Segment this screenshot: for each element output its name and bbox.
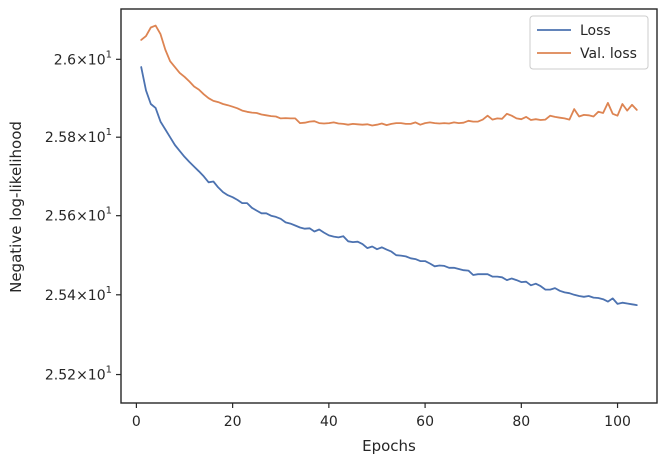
x-tick-label: 0 <box>132 414 141 430</box>
y-tick-label-exp: 1 <box>106 206 112 217</box>
y-tick-label-times: × <box>76 209 88 225</box>
y-tick-label: 2.56×101 <box>45 206 112 225</box>
y-tick-label-base: 10 <box>88 209 106 225</box>
y-tick-label-times: × <box>76 130 88 146</box>
series-lines <box>140 24 638 307</box>
y-tick-label-times: × <box>76 52 88 68</box>
y-tick-label-mantissa: 2.56 <box>45 209 76 225</box>
y-axis-label: Negative log-likelihood <box>7 121 25 293</box>
y-tick-label-exp: 1 <box>106 365 112 376</box>
series-line-loss <box>140 66 638 307</box>
x-ticks: 0 20 40 60 80 100 <box>132 403 631 430</box>
legend-label-loss: Loss <box>580 23 611 39</box>
x-tick-label: 80 <box>512 414 530 430</box>
plot-frame <box>120 8 658 404</box>
y-tick-label-mantissa: 2.58 <box>45 130 76 146</box>
y-tick-label-base: 10 <box>88 368 106 384</box>
x-tick-label: 20 <box>224 414 242 430</box>
y-tick-label: 2.54×101 <box>45 285 112 304</box>
y-tick-label-times: × <box>76 368 88 384</box>
y-tick-label-times: × <box>76 288 88 304</box>
x-axis-label: Epochs <box>362 437 416 455</box>
y-tick-label-mantissa: 2.6 <box>54 52 76 68</box>
y-tick-label-base: 10 <box>88 52 106 68</box>
y-tick-label: 2.6×101 <box>54 49 112 68</box>
series-line-val-loss <box>140 24 638 127</box>
y-tick-label-exp: 1 <box>106 127 112 138</box>
y-tick-label-exp: 1 <box>106 285 112 296</box>
x-tick-label: 40 <box>320 414 338 430</box>
legend-label-val-loss: Val. loss <box>580 46 637 62</box>
y-tick-label-base: 10 <box>88 130 106 146</box>
y-tick-label-mantissa: 2.54 <box>45 288 76 304</box>
y-tick-label: 2.58×101 <box>45 127 112 146</box>
x-tick-label: 60 <box>416 414 434 430</box>
legend: Loss Val. loss <box>529 15 649 70</box>
x-tick-label: 100 <box>604 414 631 430</box>
y-tick-label: 2.52×101 <box>45 365 112 384</box>
y-tick-label-base: 10 <box>88 288 106 304</box>
y-tick-label-exp: 1 <box>106 49 112 60</box>
y-tick-label-mantissa: 2.52 <box>45 368 76 384</box>
